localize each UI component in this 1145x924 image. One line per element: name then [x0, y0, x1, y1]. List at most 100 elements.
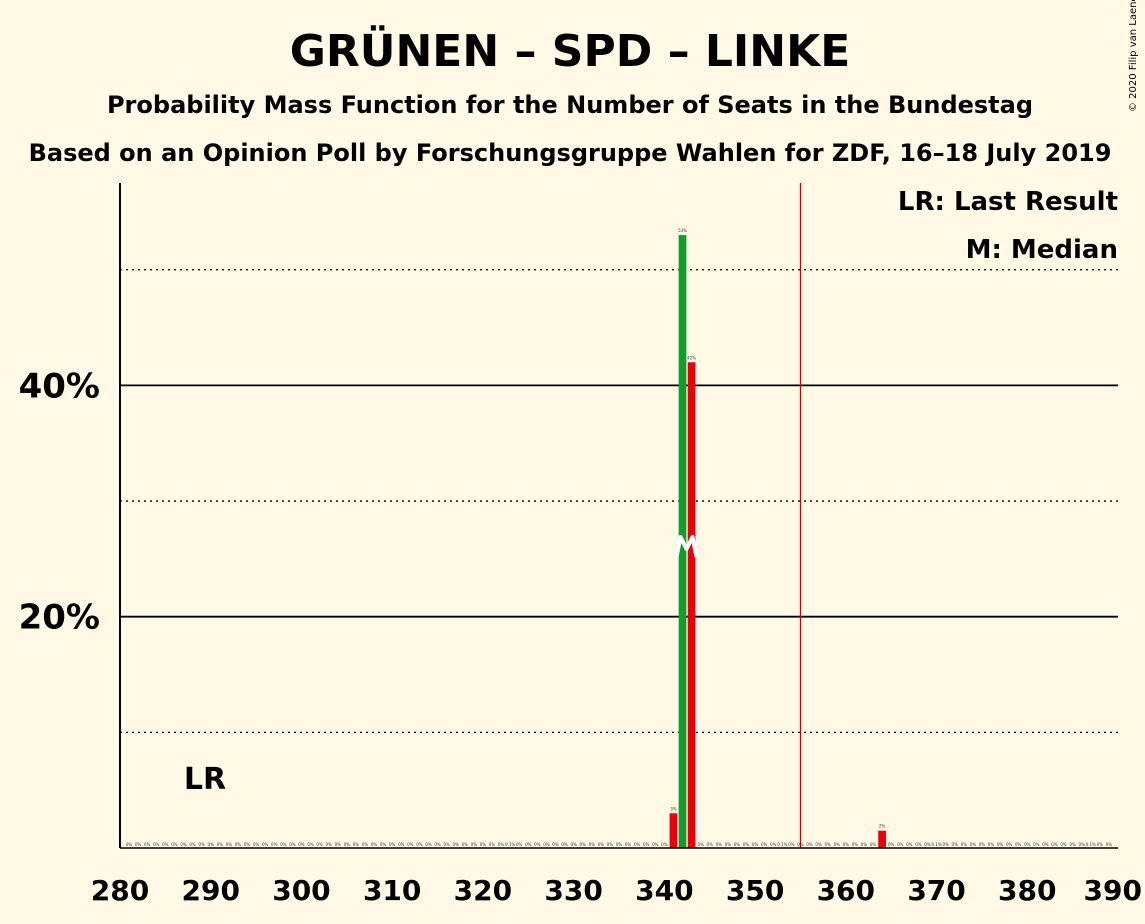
bar-value-label: 0% — [598, 842, 605, 847]
bar-value-label: 0% — [407, 842, 414, 847]
bar-value-label: 0% — [298, 842, 305, 847]
bar-value-label: 2% — [879, 824, 886, 829]
x-tick-label: 330 — [544, 874, 602, 907]
bar-value-label: 0% — [761, 842, 768, 847]
bar-value-label: 0% — [906, 842, 913, 847]
bar-value-label: 0% — [1006, 842, 1013, 847]
bar-value-label: 0% — [788, 842, 795, 847]
bar-value-label: 0% — [997, 842, 1004, 847]
bar-value-label: 0% — [280, 842, 287, 847]
median-m-glyph — [674, 535, 699, 558]
bar-value-label: 0% — [516, 842, 523, 847]
bar-value-label: 0% — [180, 842, 187, 847]
bar-value-label: 0% — [208, 842, 215, 847]
gridlines — [120, 269, 1118, 733]
bar-value-label: 0% — [198, 842, 205, 847]
x-tick-label: 360 — [817, 874, 875, 907]
bar-value-label: 0% — [525, 842, 532, 847]
chart-subtitle: Probability Mass Function for the Number… — [107, 91, 1033, 119]
bar-value-label: 0% — [389, 842, 396, 847]
bar-value-label: 0% — [888, 842, 895, 847]
bar-value-label: 0% — [616, 842, 623, 847]
bar-value-label: 0% — [697, 842, 704, 847]
bar-value-label: 0% — [797, 842, 804, 847]
bar-value-label: 0% — [1097, 842, 1104, 847]
bar-value-label: 0% — [752, 842, 759, 847]
bar-value-label: 0% — [725, 842, 732, 847]
bar-seats-364 — [878, 830, 886, 848]
bar-value-label: 0% — [570, 842, 577, 847]
bar-value-label: 0.1% — [1086, 842, 1096, 847]
zero-value-labels: 0% 0% 0% 0% 0% 0% 0% 0% 0% 0% 0% 0% 0% 0% 0% 0% 0% 0% 0% 0%… — [126, 842, 1112, 847]
bar-value-label: 0% — [1060, 842, 1067, 847]
bar-value-label: 0% — [770, 842, 777, 847]
bar-value-label: 0% — [162, 842, 169, 847]
bar-value-label: 0% — [262, 842, 269, 847]
bar-value-label: 42% — [687, 355, 696, 360]
bar-value-label: 0% — [1024, 842, 1031, 847]
bar-value-label: 0% — [425, 842, 432, 847]
x-tick-label: 320 — [454, 874, 512, 907]
legend-median: M: Median — [966, 235, 1118, 265]
bar-value-label: 0% — [316, 842, 323, 847]
bar-value-label: 0% — [335, 842, 342, 847]
bar-value-label: 0% — [325, 842, 332, 847]
x-tick-label: 290 — [182, 874, 240, 907]
bar-value-label: 0% — [970, 842, 977, 847]
bar-value-label: 0% — [498, 842, 505, 847]
x-tick-label: 380 — [998, 874, 1056, 907]
bar-value-label: 0% — [1106, 842, 1113, 847]
bar-value-label: 0% — [834, 842, 841, 847]
bar-value-label: 0.1% — [505, 842, 515, 847]
bar-value-label: 0% — [561, 842, 568, 847]
bar-value-label: 0% — [707, 842, 714, 847]
x-tick-label: 310 — [363, 874, 421, 907]
bar-value-label: 0% — [852, 842, 859, 847]
bar-value-label: 0% — [371, 842, 378, 847]
bar-value-label: 0% — [815, 842, 822, 847]
bar-value-label: 0% — [489, 842, 496, 847]
bar-value-label: 0% — [235, 842, 242, 847]
bar-value-label: 0% — [580, 842, 587, 847]
bar-value-label: 0% — [915, 842, 922, 847]
chart-title: GRÜNEN – SPD – LINKE — [290, 24, 851, 77]
bar-value-label: 53% — [678, 228, 687, 233]
bar-value-label: 0% — [843, 842, 850, 847]
bar-value-label: 0% — [398, 842, 405, 847]
bar-value-label: 0% — [806, 842, 813, 847]
bar-value-label: 0% — [961, 842, 968, 847]
bar-value-label: 0% — [380, 842, 387, 847]
axes — [119, 183, 1118, 849]
bar-value-label: 0% — [824, 842, 831, 847]
bar-value-label: 0% — [362, 842, 369, 847]
bar-value-label: 0% — [416, 842, 423, 847]
bar-value-label: 0% — [244, 842, 251, 847]
last-result-label: LR — [184, 762, 226, 797]
x-tick-label: 390 — [1084, 874, 1142, 907]
bar-value-label: 0% — [289, 842, 296, 847]
bar-value-label: 0% — [634, 842, 641, 847]
bar-value-label: 0% — [171, 842, 178, 847]
bar-value-label: 0% — [1033, 842, 1040, 847]
bar-value-label: 0% — [189, 842, 196, 847]
chart-subtitle-poll: Based on an Opinion Poll by Forschungsgr… — [29, 139, 1112, 167]
y-tick-label: 20% — [19, 598, 100, 638]
bar-value-label: 0% — [643, 842, 650, 847]
bar-value-label: 0% — [144, 842, 151, 847]
bar-value-label: 0% — [434, 842, 441, 847]
bar-value-label: 0% — [543, 842, 550, 847]
bar-value-label: 0% — [1069, 842, 1076, 847]
bar-value-label: 0% — [652, 842, 659, 847]
bar-value-label: 0% — [1051, 842, 1058, 847]
bar-seats-341 — [669, 813, 678, 848]
x-tick-label: 350 — [726, 874, 784, 907]
bar-value-label: 0% — [253, 842, 260, 847]
y-tick-label: 40% — [19, 366, 100, 406]
bar-value-label: 0% — [453, 842, 460, 847]
bars: 3% 53% 42% 2% — [669, 228, 886, 849]
bar-value-label: 3% — [670, 806, 677, 811]
bar-value-label: 0% — [661, 842, 668, 847]
bar-value-label: 0% — [979, 842, 986, 847]
bar-value-label: 0% — [344, 842, 351, 847]
bar-value-label: 0% — [552, 842, 559, 847]
